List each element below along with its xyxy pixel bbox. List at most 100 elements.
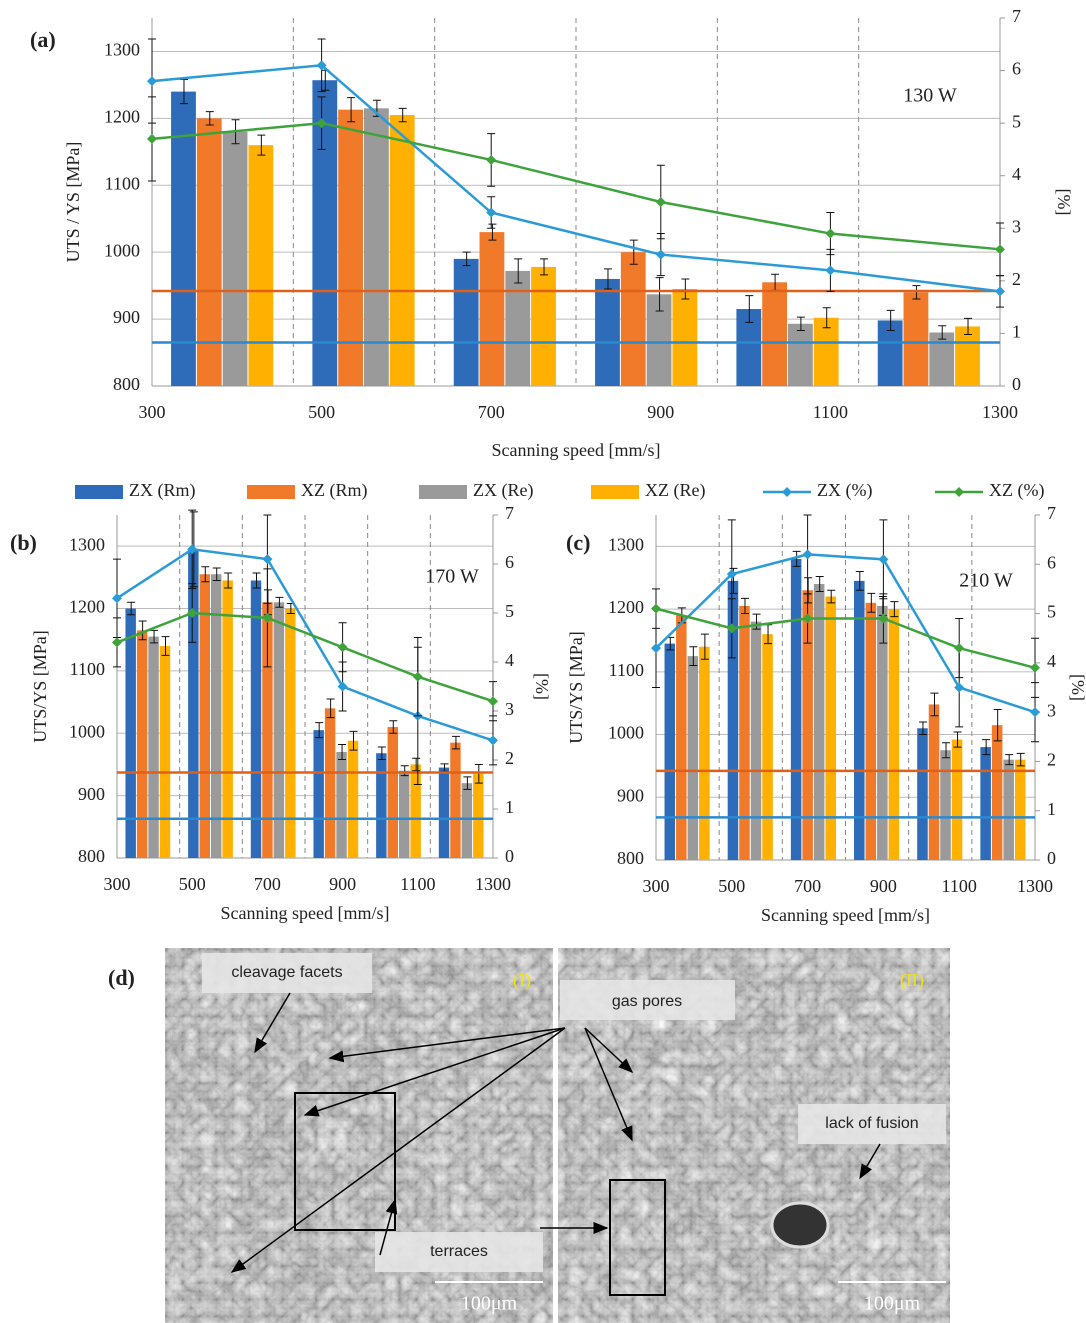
y2-tick-label: 4 — [1047, 651, 1056, 671]
marker — [825, 265, 836, 276]
y-axis-label: UTS/YS [MPa] — [30, 630, 50, 743]
y2-tick-label: 2 — [1012, 269, 1021, 289]
legend-label: XZ (Re) — [645, 480, 705, 501]
marker — [112, 593, 122, 604]
y2-tick-label: 5 — [1047, 602, 1056, 622]
y-tick-label: 800 — [113, 374, 140, 394]
bar — [211, 574, 222, 858]
error-bar — [150, 629, 159, 644]
arrows — [230, 992, 881, 1273]
bar — [676, 615, 687, 860]
bar — [262, 602, 273, 858]
bar — [762, 634, 773, 860]
marker — [726, 623, 737, 634]
error-bar — [326, 698, 335, 719]
inset-box — [294, 1092, 396, 1231]
error-bar — [315, 722, 324, 739]
legend-swatch — [782, 487, 792, 497]
error-bar — [400, 765, 409, 777]
bar — [338, 109, 363, 386]
bar — [955, 326, 980, 386]
y2-axis-label: [%] — [1068, 674, 1086, 701]
error-bar — [740, 597, 749, 614]
bar — [980, 747, 991, 860]
bar — [1014, 759, 1026, 860]
error-bar — [912, 285, 921, 300]
marker — [187, 608, 198, 618]
line — [151, 121, 1001, 251]
bar — [687, 656, 699, 860]
marker — [878, 613, 889, 624]
line — [655, 553, 1036, 714]
x-axis-label: Scanning speed [mm/s] — [761, 905, 930, 925]
y2-tick-label: 1 — [505, 797, 514, 817]
bar — [199, 574, 210, 858]
bar — [1003, 759, 1014, 860]
legend-label: ZX (Rm) — [129, 480, 196, 501]
legend-swatch — [75, 485, 123, 499]
marker — [954, 682, 965, 693]
error-bar — [412, 757, 421, 772]
bar — [790, 558, 802, 860]
bar — [903, 292, 929, 386]
sub-label: (I) — [513, 970, 531, 991]
error-bar — [127, 601, 136, 616]
marker — [316, 60, 327, 71]
annotation: lack of fusion — [825, 1115, 918, 1132]
bar — [917, 728, 928, 860]
error-bar — [689, 646, 698, 667]
marker — [878, 554, 889, 565]
label-box — [798, 1104, 946, 1144]
marker — [337, 642, 348, 653]
y-tick-label: 1200 — [608, 597, 644, 617]
marker — [995, 286, 1005, 297]
inset-box — [609, 1179, 666, 1296]
marker — [486, 207, 497, 218]
bar — [364, 108, 389, 386]
error-bar — [275, 596, 284, 608]
y2-tick-label: 4 — [1012, 164, 1021, 184]
sub-label: (II) — [900, 970, 924, 991]
y2-tick-label: 1 — [1047, 799, 1056, 819]
panel-label: (c) — [566, 530, 590, 555]
marker — [651, 603, 661, 614]
marker — [262, 554, 273, 565]
error-bar — [930, 692, 939, 717]
bar — [336, 751, 347, 858]
y2-tick-label: 2 — [1047, 750, 1056, 770]
bar — [389, 115, 415, 386]
legend-label: XZ (%) — [989, 480, 1044, 501]
x-tick-label: 500 — [179, 874, 206, 894]
y-tick-label: 1100 — [70, 659, 105, 679]
error-bar — [993, 708, 1002, 742]
y2-tick-label: 5 — [505, 601, 514, 621]
marker — [1030, 662, 1040, 673]
marker — [726, 569, 737, 580]
y2-tick-label: 0 — [1047, 848, 1056, 868]
y2-axis-label: [%] — [1054, 189, 1074, 216]
bar — [991, 725, 1003, 860]
error-bar — [462, 251, 471, 267]
marker — [825, 228, 836, 239]
marker — [147, 76, 157, 87]
y2-tick-label: 3 — [505, 699, 514, 719]
x-tick-label: 700 — [254, 874, 281, 894]
y-tick-label: 1000 — [608, 723, 644, 743]
y-tick-label: 1300 — [104, 40, 140, 60]
marker — [802, 549, 813, 560]
label-box — [202, 953, 372, 993]
error-bar — [918, 721, 927, 736]
line — [151, 64, 1001, 293]
x-tick-label: 1300 — [982, 402, 1018, 422]
legend-label: ZX (%) — [817, 480, 872, 501]
error-bar — [224, 572, 233, 589]
y2-tick-label: 2 — [505, 748, 514, 768]
error-bar — [681, 278, 690, 300]
bar — [171, 91, 196, 386]
legend-swatch — [419, 485, 467, 499]
legend-label: XZ (Rm) — [301, 480, 368, 501]
scale-label: 100μm — [461, 1293, 518, 1315]
bar — [699, 646, 710, 860]
annotation: cleavage facets — [231, 964, 342, 981]
